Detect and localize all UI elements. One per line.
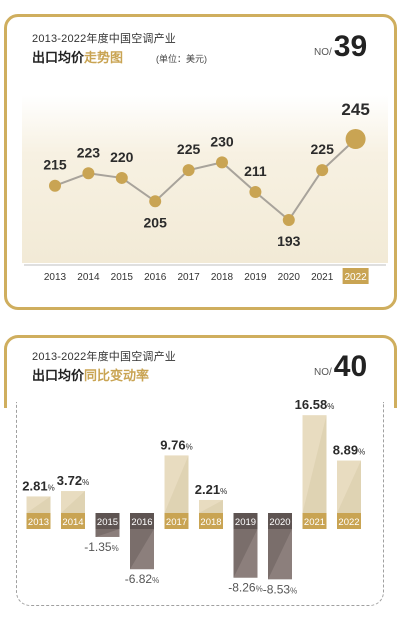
bar-chart-dashed-frame [16, 402, 384, 606]
line-chart-title-block: 2013-2022年度中国空调产业 出口均价走势图 (单位：美元) [14, 22, 354, 70]
line-chart-no-label: NO/ [314, 47, 332, 58]
bar-shade-2022 [337, 460, 361, 513]
x-tick-2020: 2020 [278, 272, 301, 283]
x-tick-2018: 2018 [211, 272, 234, 283]
data-point-2018 [216, 156, 228, 169]
bar-shade-2014 [61, 491, 85, 513]
line-chart-title-highlight: 走势图 [84, 50, 124, 65]
x-tick-2022: 2022 [338, 517, 359, 528]
x-tick-2017: 2017 [166, 517, 187, 528]
data-point-2017 [182, 164, 195, 177]
data-label-2021: 16.58% [295, 397, 335, 412]
data-point-2013 [49, 179, 61, 192]
x-tick-2021: 2021 [311, 272, 334, 283]
year-box-2021 [302, 513, 327, 529]
data-label-2020: -8.53% [263, 582, 297, 596]
x-tick-2022: 2022 [344, 272, 367, 283]
bar-shade-2019 [233, 529, 258, 578]
data-label-2016: 205 [144, 214, 168, 230]
x-tick-2013: 2013 [44, 272, 67, 283]
line-chart-title-line1: 2013-2022年度中国空调产业 [32, 33, 177, 45]
line-chart-title-main: 出口均价 [32, 50, 85, 65]
bar-chart-panel [4, 335, 397, 408]
bar-shade-2015 [95, 529, 120, 537]
data-label-2022: 245 [341, 100, 369, 119]
line-chart-no-number: 39 [333, 30, 368, 63]
bar-chart-title-main: 出口均价 [32, 368, 85, 383]
data-label-2018: 2.21% [195, 482, 227, 497]
data-point-2019 [249, 185, 262, 198]
year-box-2015 [95, 513, 120, 529]
x-tick-2021: 2021 [304, 517, 325, 528]
data-label-2014: 223 [77, 144, 101, 160]
data-point-2016 [149, 195, 162, 208]
year-box-2019 [233, 513, 258, 529]
year-box-2016 [130, 513, 154, 529]
data-label-2021: 225 [311, 141, 335, 157]
bar-chart-title-line2: 出口均价同比变动率 [32, 365, 149, 384]
line-chart-panel [4, 14, 397, 310]
x-tick-2018: 2018 [200, 517, 221, 528]
data-point-2020 [282, 214, 295, 226]
x-tick-2017: 2017 [177, 272, 200, 283]
data-point-2015 [115, 171, 128, 184]
year-box-2017 [164, 513, 189, 529]
x-tick-2015: 2015 [111, 272, 134, 283]
year-box-2022 [337, 513, 361, 529]
data-label-2017: 9.76% [160, 437, 192, 452]
bar-chart-number: NO/ 40 [314, 352, 367, 382]
data-label-2019: 211 [244, 163, 267, 179]
bar-shade-2017 [164, 455, 189, 513]
data-point-2021 [316, 164, 329, 177]
data-label-2022: 8.89% [333, 443, 365, 458]
x-tick-2016: 2016 [144, 272, 167, 283]
x-tick-2016: 2016 [131, 517, 152, 528]
line-chart: 215 223 220 205 225 230 211 193 225 245 2013 2014 2… [22, 95, 388, 284]
data-label-2020: 193 [277, 233, 301, 249]
data-label-2014: 3.72% [57, 473, 89, 488]
line-chart-unit: (单位：美元) [156, 54, 207, 64]
line-chart-plot-background [22, 95, 388, 263]
year-box-2014 [61, 513, 85, 529]
bar-chart-no-number: 40 [333, 350, 368, 383]
x-tick-2020: 2020 [269, 517, 290, 528]
data-label-2016: -6.82% [125, 572, 159, 586]
bar-2015 [95, 529, 120, 537]
data-label-2013: 215 [43, 157, 67, 173]
bar-chart-title-highlight: 同比变动率 [84, 368, 150, 383]
data-label-2015: 220 [110, 149, 134, 165]
data-point-2022 [345, 129, 366, 149]
bar-shade-2021 [302, 415, 327, 513]
x-tick-2019: 2019 [244, 272, 267, 283]
line-series [54, 138, 357, 222]
x-tick-2015: 2015 [97, 517, 118, 528]
data-label-2013: 2.81% [22, 478, 54, 493]
bar-shade-2020 [268, 529, 292, 580]
data-label-2019: -8.26% [228, 581, 262, 595]
bar-chart-title-line1: 2013-2022年度中国空调产业 [32, 351, 177, 363]
year-box-2020 [268, 513, 292, 529]
line-chart-number: NO/ 39 [314, 32, 367, 62]
highlight-tick-box [342, 268, 369, 284]
data-point-2014 [82, 167, 95, 180]
year-box-2013 [26, 513, 51, 529]
data-label-2018: 230 [210, 133, 234, 149]
year-box-2018 [199, 513, 223, 529]
bar-chart-title-block: 2013-2022年度中国空调产业 出口均价同比变动率 [14, 343, 314, 389]
x-tick-2013: 2013 [28, 517, 49, 528]
line-chart-title-line2: 出口均价走势图 [32, 47, 123, 66]
bar-shade-2016 [130, 529, 154, 570]
bar-shade-2013 [26, 496, 51, 513]
data-label-2017: 225 [177, 141, 201, 157]
data-label-2015: -1.35% [84, 540, 118, 554]
x-tick-2019: 2019 [235, 517, 256, 528]
x-tick-2014: 2014 [62, 517, 83, 528]
bar-shade-2018 [199, 499, 223, 513]
x-tick-2014: 2014 [77, 272, 100, 283]
bar-chart-no-label: NO/ [314, 367, 332, 378]
